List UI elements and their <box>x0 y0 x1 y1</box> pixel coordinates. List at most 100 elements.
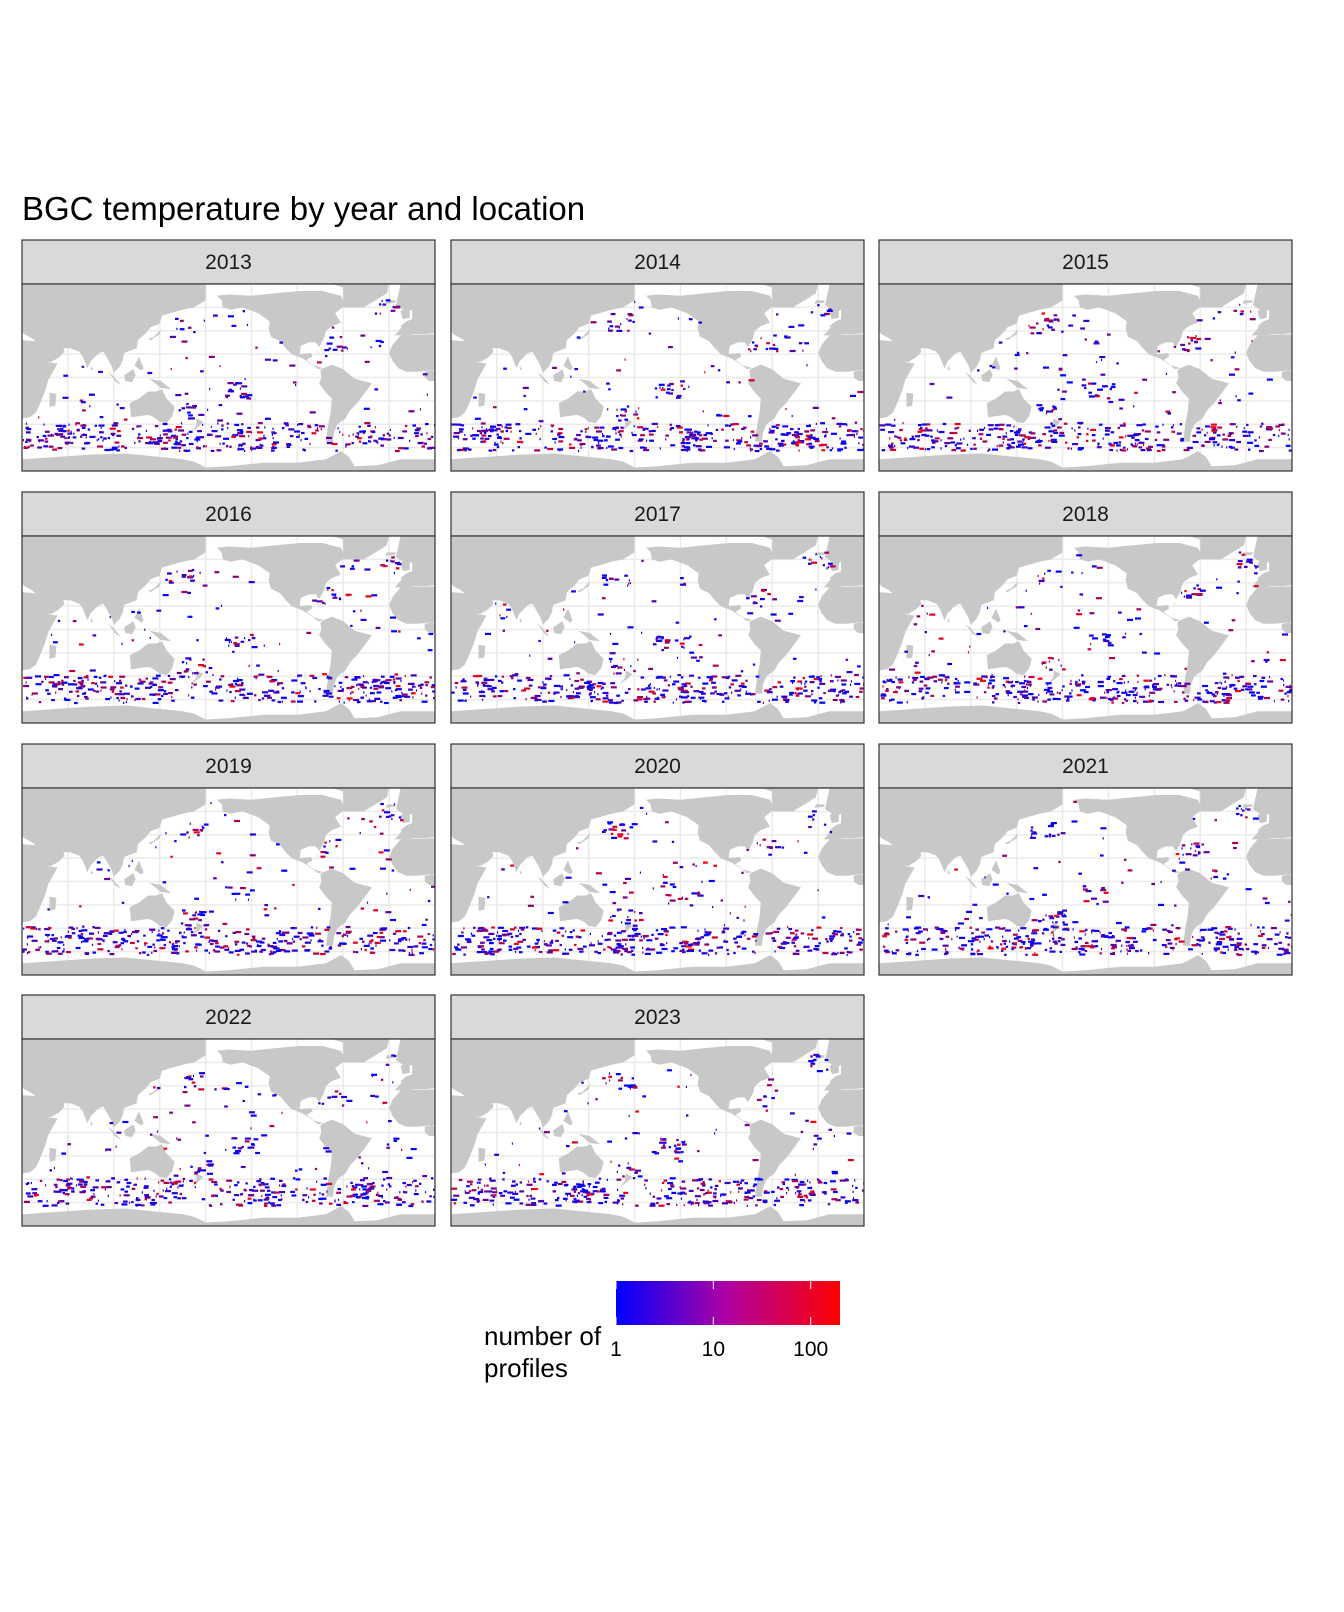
profile-tile <box>900 442 906 445</box>
profile-tile <box>537 940 539 943</box>
profile-tile <box>248 581 255 584</box>
profile-tile <box>51 934 54 937</box>
profile-tile <box>784 335 788 338</box>
profile-tile <box>944 679 948 682</box>
profile-tile <box>735 674 742 677</box>
land-iceland <box>814 552 825 556</box>
profile-tile <box>1231 674 1233 677</box>
profile-tile <box>234 819 240 823</box>
profile-tile <box>918 428 923 431</box>
profile-tile <box>274 907 277 910</box>
profile-tile <box>1235 812 1240 816</box>
profile-tile <box>943 687 949 690</box>
profile-tile <box>279 643 281 646</box>
profile-tile <box>906 935 909 938</box>
profile-tile <box>149 636 151 640</box>
land-madagascar <box>49 644 57 659</box>
profile-tile <box>959 936 965 939</box>
profile-tile <box>135 1203 142 1206</box>
profile-tile <box>837 952 839 955</box>
profile-tile <box>543 943 548 946</box>
profile-tile <box>316 427 319 430</box>
profile-tile <box>1090 643 1092 646</box>
profile-tile <box>179 1168 181 1171</box>
profile-tile <box>422 373 428 376</box>
profile-tile <box>1263 658 1270 662</box>
profile-tile <box>1226 873 1230 876</box>
profile-tile <box>1142 423 1146 426</box>
profile-tile <box>386 1143 390 1146</box>
profile-tile <box>400 562 402 566</box>
profile-tile <box>256 867 262 870</box>
profile-tile <box>89 669 96 672</box>
profile-tile <box>588 693 592 696</box>
profile-tile <box>379 832 384 835</box>
profile-tile <box>462 692 469 695</box>
profile-tile <box>402 1182 407 1185</box>
profile-tile <box>1058 692 1061 695</box>
profile-tile <box>362 1204 369 1207</box>
profile-tile <box>845 658 849 661</box>
profile-tile <box>372 1181 375 1185</box>
profile-tile <box>216 950 218 953</box>
profile-tile <box>947 682 950 685</box>
profile-tile <box>1243 427 1245 430</box>
profile-tile <box>360 334 366 337</box>
profile-tile <box>242 696 249 699</box>
profile-tile <box>736 916 739 919</box>
profile-tile <box>1199 929 1201 932</box>
profile-tile <box>309 442 311 446</box>
profile-tile <box>111 433 115 437</box>
profile-tile <box>364 948 367 952</box>
profile-tile <box>78 929 83 933</box>
profile-tile <box>391 630 398 633</box>
profile-tile <box>353 559 360 562</box>
profile-tile <box>81 929 88 932</box>
profile-tile <box>1267 427 1274 430</box>
profile-tile <box>76 1178 83 1181</box>
profile-tile <box>1118 436 1124 439</box>
profile-tile <box>750 436 752 439</box>
profile-tile <box>668 346 673 349</box>
profile-tile <box>522 938 526 941</box>
profile-tile <box>374 312 378 315</box>
profile-tile <box>97 948 104 951</box>
profile-tile <box>471 934 476 937</box>
profile-tile <box>496 424 502 427</box>
profile-tile <box>171 695 173 698</box>
profile-tile <box>844 446 847 449</box>
profile-tile <box>741 871 744 874</box>
profile-tile <box>259 950 263 953</box>
profile-tile <box>229 445 232 448</box>
profile-tile <box>608 327 610 330</box>
profile-tile <box>100 686 107 689</box>
profile-tile <box>557 433 561 436</box>
profile-tile <box>107 437 111 440</box>
profile-tile <box>1021 685 1027 689</box>
facet-label: 2018 <box>1062 503 1109 526</box>
profile-tile <box>210 449 215 452</box>
profile-tile <box>894 435 897 438</box>
profile-tile <box>27 951 31 954</box>
profile-tile <box>40 946 42 949</box>
profile-tile <box>415 1185 419 1188</box>
profile-tile <box>122 1200 128 1203</box>
profile-tile <box>182 1091 188 1094</box>
profile-tile <box>111 446 118 449</box>
profile-tile <box>1236 942 1238 945</box>
profile-tile <box>755 939 757 942</box>
profile-tile <box>580 446 582 449</box>
profile-tile <box>1047 569 1051 572</box>
profile-tile <box>508 945 513 948</box>
land-southamerica <box>748 616 801 694</box>
profile-tile <box>984 876 986 879</box>
profile-tile <box>181 574 187 577</box>
profile-tile <box>43 445 49 448</box>
profile-tile <box>649 439 654 442</box>
profile-tile <box>981 931 985 934</box>
profile-tile <box>1108 697 1112 701</box>
profile-tile <box>776 424 780 427</box>
profile-tile <box>1069 682 1072 685</box>
profile-tile <box>515 423 521 426</box>
profile-tile <box>667 684 671 687</box>
